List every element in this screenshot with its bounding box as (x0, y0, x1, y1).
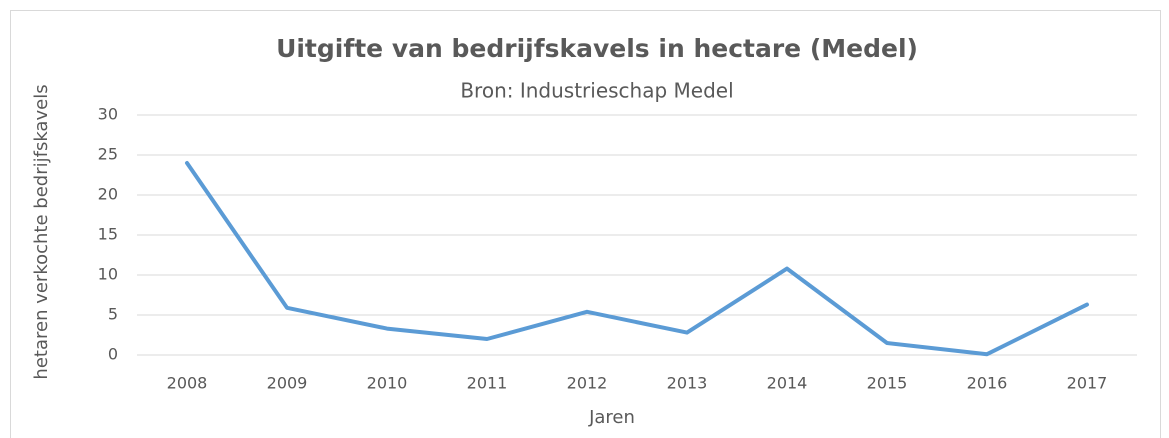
y-tick-label: 5 (108, 305, 118, 324)
y-tick-label: 0 (108, 345, 118, 364)
x-tick-label: 2009 (267, 374, 308, 393)
x-tick-label: 2017 (1067, 374, 1108, 393)
x-axis-label: Jaren (588, 407, 635, 428)
x-tick-label: 2016 (967, 374, 1008, 393)
y-tick-label: 30 (98, 105, 118, 124)
x-tick-label: 2010 (367, 374, 408, 393)
x-tick-label: 2011 (467, 374, 508, 393)
y-axis-label: hetaren verkochte bedrijfskavels (31, 84, 52, 379)
chart-title: Uitgifte van bedrijfskavels in hectare (… (276, 34, 918, 63)
chart-frame (10, 10, 1161, 438)
y-tick-label: 15 (98, 225, 118, 244)
chart-subtitle: Bron: Industrieschap Medel (460, 79, 733, 103)
y-tick-label: 10 (98, 265, 118, 284)
x-tick-label: 2008 (167, 374, 208, 393)
data-line (185, 161, 1089, 357)
x-tick-label: 2013 (667, 374, 708, 393)
y-tick-label: 20 (98, 185, 118, 204)
y-tick-label: 25 (98, 145, 118, 164)
x-tick-label: 2015 (867, 374, 908, 393)
x-tick-label: 2014 (767, 374, 808, 393)
x-tick-label: 2012 (567, 374, 608, 393)
